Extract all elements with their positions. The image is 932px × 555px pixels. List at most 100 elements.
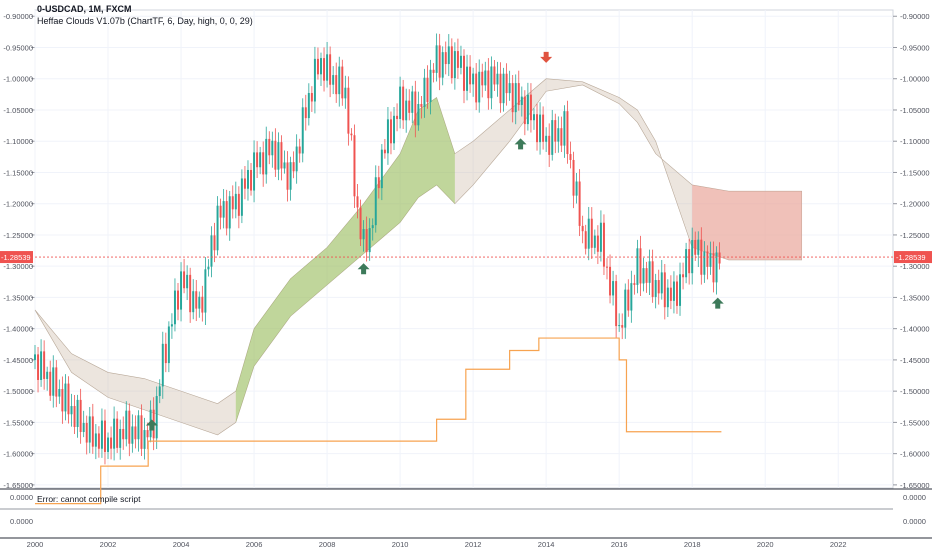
y-tick-label-right: -1.20000 <box>900 200 930 209</box>
y-tick-label-right: -1.40000 <box>900 325 930 334</box>
x-tick-label: 2002 <box>100 540 117 549</box>
candle-body <box>675 281 678 306</box>
candle-body <box>517 83 520 106</box>
candle-body <box>688 249 691 274</box>
candle-body <box>94 433 97 447</box>
candle-body <box>496 73 499 85</box>
candle-body <box>186 274 189 289</box>
candle-body <box>697 239 700 255</box>
x-tick-label: 2012 <box>465 540 482 549</box>
candle-body <box>487 70 490 99</box>
candle-body <box>216 205 219 251</box>
candle-body <box>548 135 551 155</box>
candle-body <box>417 103 420 126</box>
candle-body <box>237 193 240 216</box>
candle-body <box>712 253 715 283</box>
candle-body <box>405 100 408 121</box>
y-tick-label-left: -1.20000 <box>3 200 33 209</box>
candle-body <box>250 169 253 191</box>
candle-body <box>636 248 639 285</box>
candle-body <box>475 73 478 103</box>
symbol-title: 0-USDCAD, 1M, FXCM <box>37 4 132 14</box>
candle-body <box>67 383 70 415</box>
candle-body <box>499 73 502 104</box>
candle-body <box>316 58 319 75</box>
y-tick-label-left: -1.55000 <box>3 418 33 427</box>
candle-body <box>268 138 271 156</box>
candle-body <box>43 351 46 379</box>
candle-body <box>116 418 119 448</box>
orange-line <box>35 337 722 505</box>
last-price-label: -1.28539 <box>1 253 31 262</box>
candle-body <box>283 162 286 169</box>
candle-body <box>131 426 134 444</box>
candle-body <box>91 416 94 447</box>
error-message: Error: cannot compile script <box>37 494 141 504</box>
candle-body <box>323 58 326 81</box>
candle-body <box>125 410 128 440</box>
candle-body <box>338 66 341 95</box>
y-tick-label-right: -1.30000 <box>900 262 930 271</box>
candle-body <box>456 51 459 68</box>
candle-body <box>493 66 496 85</box>
candle-body <box>341 66 344 99</box>
x-tick-label: 2014 <box>538 540 555 549</box>
candle-body <box>167 326 170 364</box>
candle-body <box>612 281 615 296</box>
candle-body <box>380 149 383 189</box>
candle-body <box>575 181 578 196</box>
candle-body <box>113 418 116 449</box>
y-tick-label-right: -0.90000 <box>900 12 930 21</box>
candle-body <box>624 289 627 328</box>
candle-body <box>326 54 329 81</box>
candle-body <box>40 351 43 380</box>
candle-body <box>137 415 140 440</box>
candle-body <box>383 149 386 154</box>
candle-body <box>584 231 587 249</box>
candle-body <box>572 159 575 196</box>
candle-body <box>207 266 210 270</box>
candle-body <box>648 261 651 283</box>
y-tick-label-right: -0.95000 <box>900 43 930 52</box>
candle-body <box>657 280 660 294</box>
x-tick-label: 2008 <box>319 540 336 549</box>
x-tick-label: 2016 <box>611 540 628 549</box>
candle-body <box>691 240 694 274</box>
candle-body <box>599 222 602 252</box>
candle-body <box>146 430 149 438</box>
candle-body <box>61 388 64 412</box>
candle-body <box>128 410 131 444</box>
candle-body <box>539 114 542 143</box>
candle-body <box>225 201 228 229</box>
candle-body <box>143 430 146 449</box>
sell-arrow-icon <box>540 51 553 63</box>
candle-body <box>362 229 365 240</box>
candle-body <box>350 133 353 136</box>
candle-body <box>478 71 481 103</box>
candle-body <box>529 94 532 121</box>
y-tick-label-left: -1.65000 <box>3 481 33 490</box>
y-tick-label-left: -1.35000 <box>3 293 33 302</box>
candle-body <box>353 135 356 197</box>
candle-body <box>466 66 469 91</box>
candle-body <box>703 251 706 275</box>
candle-body <box>189 274 192 313</box>
candle-body <box>204 269 207 313</box>
candle-body <box>73 406 76 428</box>
candle-body <box>502 73 505 104</box>
candle-body <box>694 240 697 255</box>
candle-body <box>660 272 663 294</box>
last-price-tag <box>0 251 33 264</box>
x-tick-label: 2022 <box>830 540 847 549</box>
candle-body <box>280 142 283 169</box>
candle-body <box>110 437 113 449</box>
candle-body <box>295 146 298 172</box>
candle-body <box>606 266 608 268</box>
candle-body <box>627 289 630 311</box>
candle-body <box>435 45 438 73</box>
y-tick-label-left: -1.15000 <box>3 168 33 177</box>
candle-body <box>459 55 462 68</box>
candle-body <box>246 169 249 189</box>
